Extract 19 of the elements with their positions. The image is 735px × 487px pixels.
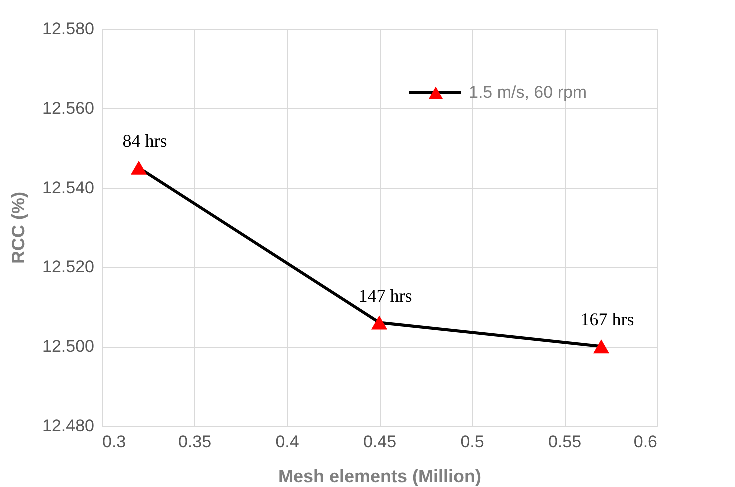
- y-tick-label: 12.520: [42, 258, 94, 277]
- y-axis-title: RCC (%): [8, 192, 29, 264]
- x-tick-label: 0.4: [276, 432, 300, 452]
- x-tick-label: 0.6: [634, 432, 658, 452]
- y-tick-label: 12.540: [42, 178, 94, 198]
- y-tick-label: 12.480: [42, 416, 94, 436]
- x-tick-label: 0.3: [102, 432, 126, 452]
- x-tick-label: 0.45: [363, 432, 397, 452]
- x-tick-label: 0.5: [460, 432, 484, 452]
- annotation: 84 hrs: [122, 130, 168, 151]
- x-tick-label: 0.35: [178, 432, 212, 452]
- y-tick-label: 12.500: [42, 337, 94, 356]
- legend-label: 1.5 m/s, 60 rpm: [469, 83, 588, 102]
- y-tick-label: 12.560: [42, 98, 94, 118]
- annotation: 147 hrs: [358, 286, 412, 306]
- y-tick-label: 12.580: [42, 20, 94, 38]
- x-tick-label: 0.55: [548, 432, 582, 452]
- annotation: 167 hrs: [580, 310, 634, 330]
- x-axis-title: Mesh elements (Million): [278, 466, 482, 486]
